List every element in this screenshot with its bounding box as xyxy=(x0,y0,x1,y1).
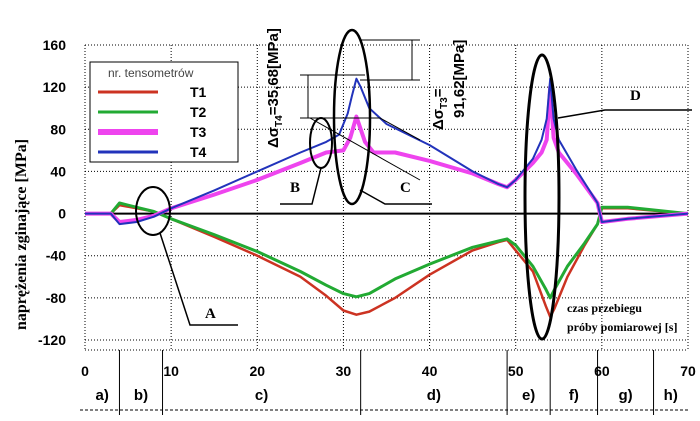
x-tick-1: 10 xyxy=(163,363,179,379)
label-B: B xyxy=(290,180,300,196)
phase-label-5: f) xyxy=(569,387,579,404)
y-tick-0: 160 xyxy=(43,37,67,53)
ellipse-A xyxy=(135,186,171,236)
phase-label-6: g) xyxy=(618,387,632,404)
y-tick-1: 120 xyxy=(43,79,67,95)
legend-title: nr. tensometrów xyxy=(108,66,194,80)
ellipse-C xyxy=(332,28,372,206)
label-C: C xyxy=(400,180,411,196)
phase-label-7: h) xyxy=(664,387,678,404)
delta-t3-value: 91,62[MPa] xyxy=(451,40,468,118)
series-line-t2 xyxy=(85,201,689,300)
y-tick-3: 40 xyxy=(50,163,66,179)
legend-entry-t4: T4 xyxy=(190,144,207,160)
phase-label-2: c) xyxy=(255,387,268,404)
leader-B xyxy=(280,167,322,205)
legend-entry-t1: T1 xyxy=(190,84,207,100)
leader-C xyxy=(359,189,432,205)
x-tick-6: 60 xyxy=(594,363,610,379)
y-axis-label: naprężenia zginające [MPa] xyxy=(13,139,30,330)
legend-entry-t2: T2 xyxy=(190,104,207,120)
y-tick-2: 80 xyxy=(50,121,66,137)
delta-t4-label: ΔσT4=35,68[MPa] xyxy=(265,28,285,148)
y-tick-labels: 160 120 80 40 0 -40 -80 -120 xyxy=(38,37,66,348)
annotations: A B C D ΔσT4=35,68[MPa] ΔσT3= 91,62[MPa]… xyxy=(135,28,692,341)
y-tick-4: 0 xyxy=(58,206,66,222)
y-tick-7: -120 xyxy=(38,332,66,348)
delta-t3-label: ΔσT3= xyxy=(430,88,450,130)
x-tick-5: 50 xyxy=(508,363,524,379)
note-line-2: próby pomiarowej [s] xyxy=(567,320,677,334)
label-A: A xyxy=(205,306,216,322)
phase-label-4: e) xyxy=(522,387,535,404)
y-tick-5: -40 xyxy=(46,248,66,264)
y-tick-6: -80 xyxy=(46,290,66,306)
x-tick-0: 0 xyxy=(81,363,89,379)
leader-D xyxy=(557,109,692,119)
legend-entry-t3: T3 xyxy=(190,124,207,140)
legend: nr. tensometrów T1 T2 T3 T4 xyxy=(89,61,239,163)
ellipse-D xyxy=(523,53,561,341)
x-tick-4: 40 xyxy=(422,363,438,379)
x-tick-2: 20 xyxy=(249,363,265,379)
leader-A xyxy=(159,232,238,326)
x-tick-labels: 0 10 20 30 40 50 60 70 xyxy=(81,363,696,379)
x-tick-3: 30 xyxy=(336,363,352,379)
phase-timeline: a) b) c) d) e) f) g) h) xyxy=(80,350,688,415)
x-tick-7: 70 xyxy=(680,363,696,379)
phase-label-1: b) xyxy=(134,387,148,404)
phase-label-3: d) xyxy=(427,387,441,404)
label-D: D xyxy=(630,88,641,104)
note-line-1: czas przebiegu xyxy=(567,301,642,315)
phase-label-0: a) xyxy=(96,387,109,404)
